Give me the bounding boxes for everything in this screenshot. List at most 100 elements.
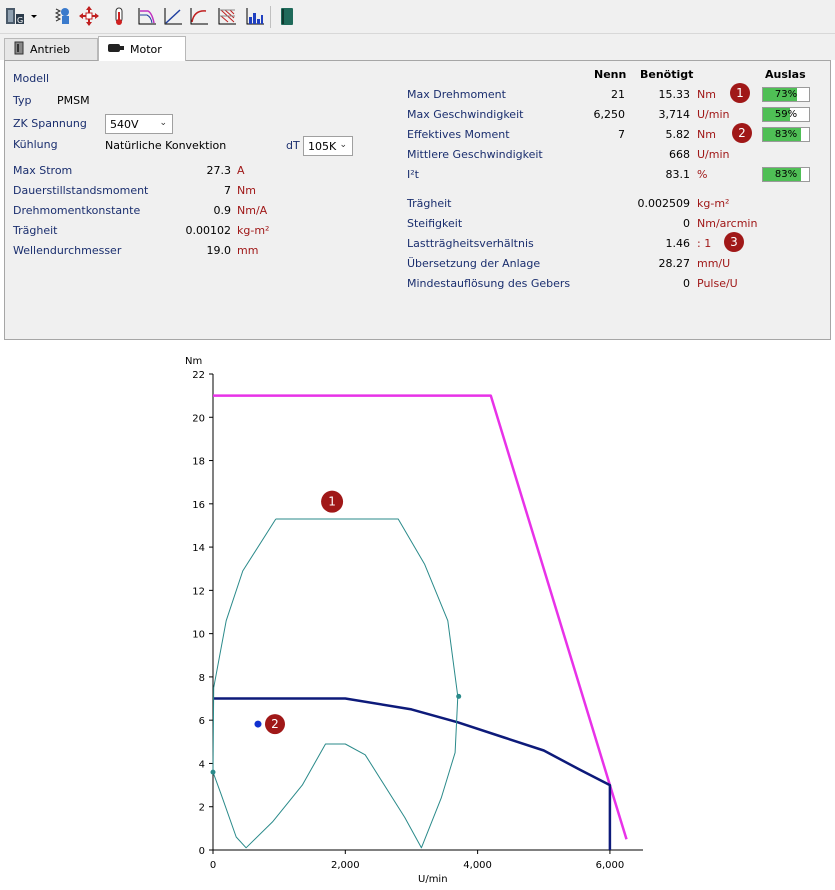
mechanic-value: 0 [683,217,690,230]
requirement-benoetigt: 5.82 [665,128,691,141]
utilization-fill [763,108,791,121]
speed-torque-curve-icon[interactable] [136,4,158,28]
chevron-down-icon: ⌄ [159,118,167,128]
requirement-nenn: 21 [611,88,625,101]
y-tick-label: 16 [192,500,205,511]
requirement-unit: % [697,168,708,181]
toolbar: G [0,0,835,34]
decay-curve-icon[interactable] [188,4,210,28]
requirement-label: I²t [407,168,419,181]
peak-curve [213,394,628,840]
mechanic-value: 0.002509 [637,197,691,210]
spec-unit: kg-m² [237,224,270,237]
linear-curve-icon[interactable] [162,4,184,28]
utilization-percent: 59% [774,109,798,120]
requirement-unit: Nm [697,88,716,101]
y-tick-label: 18 [192,457,205,468]
utilization-bar: 73% [762,87,810,102]
x-tick-label: 4,000 [463,860,492,871]
y-tick-label: 2 [199,803,205,814]
requirement-benoetigt: 83.1 [665,168,691,181]
y-tick-label: 4 [199,759,205,770]
spec-label: Wellendurchmesser [13,244,122,257]
grid-hatch-icon[interactable] [216,4,238,28]
header-nenn: Nenn [594,68,627,81]
move-cross-icon[interactable] [78,4,100,28]
utilization-fill [763,128,802,141]
header-auslas: Auslas [765,68,806,81]
spec-value: 19.0 [206,244,232,257]
spec-value: 0.9 [213,204,232,217]
utilization-bar: 83% [762,167,810,182]
requirement-benoetigt: 668 [669,148,690,161]
max-speed-point [456,693,462,699]
utilization-percent: 83% [774,129,798,140]
tab-antrieb[interactable]: Antrieb [4,38,98,60]
chevron-down-icon: ⌄ [339,140,347,150]
mechanic-value: 28.27 [658,257,691,270]
annotation-badge-3: 3 [724,232,744,252]
mechanic-unit: : 1 [697,237,712,250]
requirement-benoetigt: 15.33 [658,88,691,101]
tab-bar: Antrieb Motor [0,34,835,61]
spec-label: Max Strom [13,164,73,177]
zk-voltage-label: ZK Spannung [13,117,87,130]
requirement-label: Max Drehmoment [407,88,506,101]
rms-point [254,720,262,728]
utilization-bar: 59% [762,107,810,122]
annotation-badge-2: 2 [732,123,752,143]
y-tick-label: 22 [192,370,205,381]
dropdown-arrow-icon[interactable] [28,4,40,28]
y-tick-label: 6 [199,716,205,727]
spec-value: 27.3 [206,164,232,177]
y-tick-label: 10 [192,630,205,641]
tab-motor[interactable]: Motor [98,36,186,61]
y-tick-label: 20 [192,413,205,424]
book-icon[interactable] [276,4,298,28]
utilization-percent: 83% [774,169,798,180]
load-inertia-icon[interactable] [50,4,72,28]
utilization-percent: 73% [774,89,798,100]
header-benoetigt: Benötigt [640,68,694,81]
continuous-curve [213,697,612,850]
spec-value: 0.00102 [185,224,232,237]
spec-unit: mm [237,244,259,257]
drive-icon [13,41,25,58]
y-tick-label: 12 [192,586,205,597]
motor-details-panel: Modell Typ PMSM ZK Spannung 540V ⌄ Kühlu… [4,60,831,340]
utilization-fill [763,88,797,101]
requirement-unit: U/min [697,108,730,121]
mechanic-label: Lastträgheitsverhältnis [407,237,534,250]
motor-selector-icon[interactable]: G [4,4,26,28]
mechanic-unit: kg-m² [697,197,730,210]
spec-unit: Nm [237,184,256,197]
thermometer-icon[interactable] [108,4,130,28]
requirement-label: Effektives Moment [407,128,510,141]
mechanic-unit: mm/U [697,257,731,270]
requirement-nenn: 6,250 [593,108,626,121]
dt-value: 105K [308,139,337,153]
mechanic-unit: Pulse/U [697,277,738,290]
x-tick-label: 2,000 [331,860,360,871]
tab-motor-label: Motor [130,42,162,56]
requirement-benoetigt: 3,714 [658,108,691,121]
start-point [210,769,216,775]
motor-icon [107,42,125,57]
mechanic-label: Übersetzung der Anlage [407,257,541,270]
svg-text:G: G [17,16,23,25]
zk-voltage-select[interactable]: 540V ⌄ [105,114,173,134]
requirement-label: Max Geschwindigkeit [407,108,524,121]
spec-unit: A [237,164,245,177]
dt-label: dT [286,139,300,152]
dt-select[interactable]: 105K ⌄ [303,136,353,156]
y-tick-label: 8 [199,673,205,684]
x-axis-label: U/min [418,874,448,885]
spec-label: Dauerstillstandsmoment [13,184,149,197]
annotation-badge [321,490,344,513]
requirement-unit: U/min [697,148,730,161]
profile-curve [212,518,459,849]
point-badge-label: 2 [271,717,279,731]
bar-chart-icon[interactable] [244,4,266,28]
spec-label: Trägheit [13,224,58,237]
